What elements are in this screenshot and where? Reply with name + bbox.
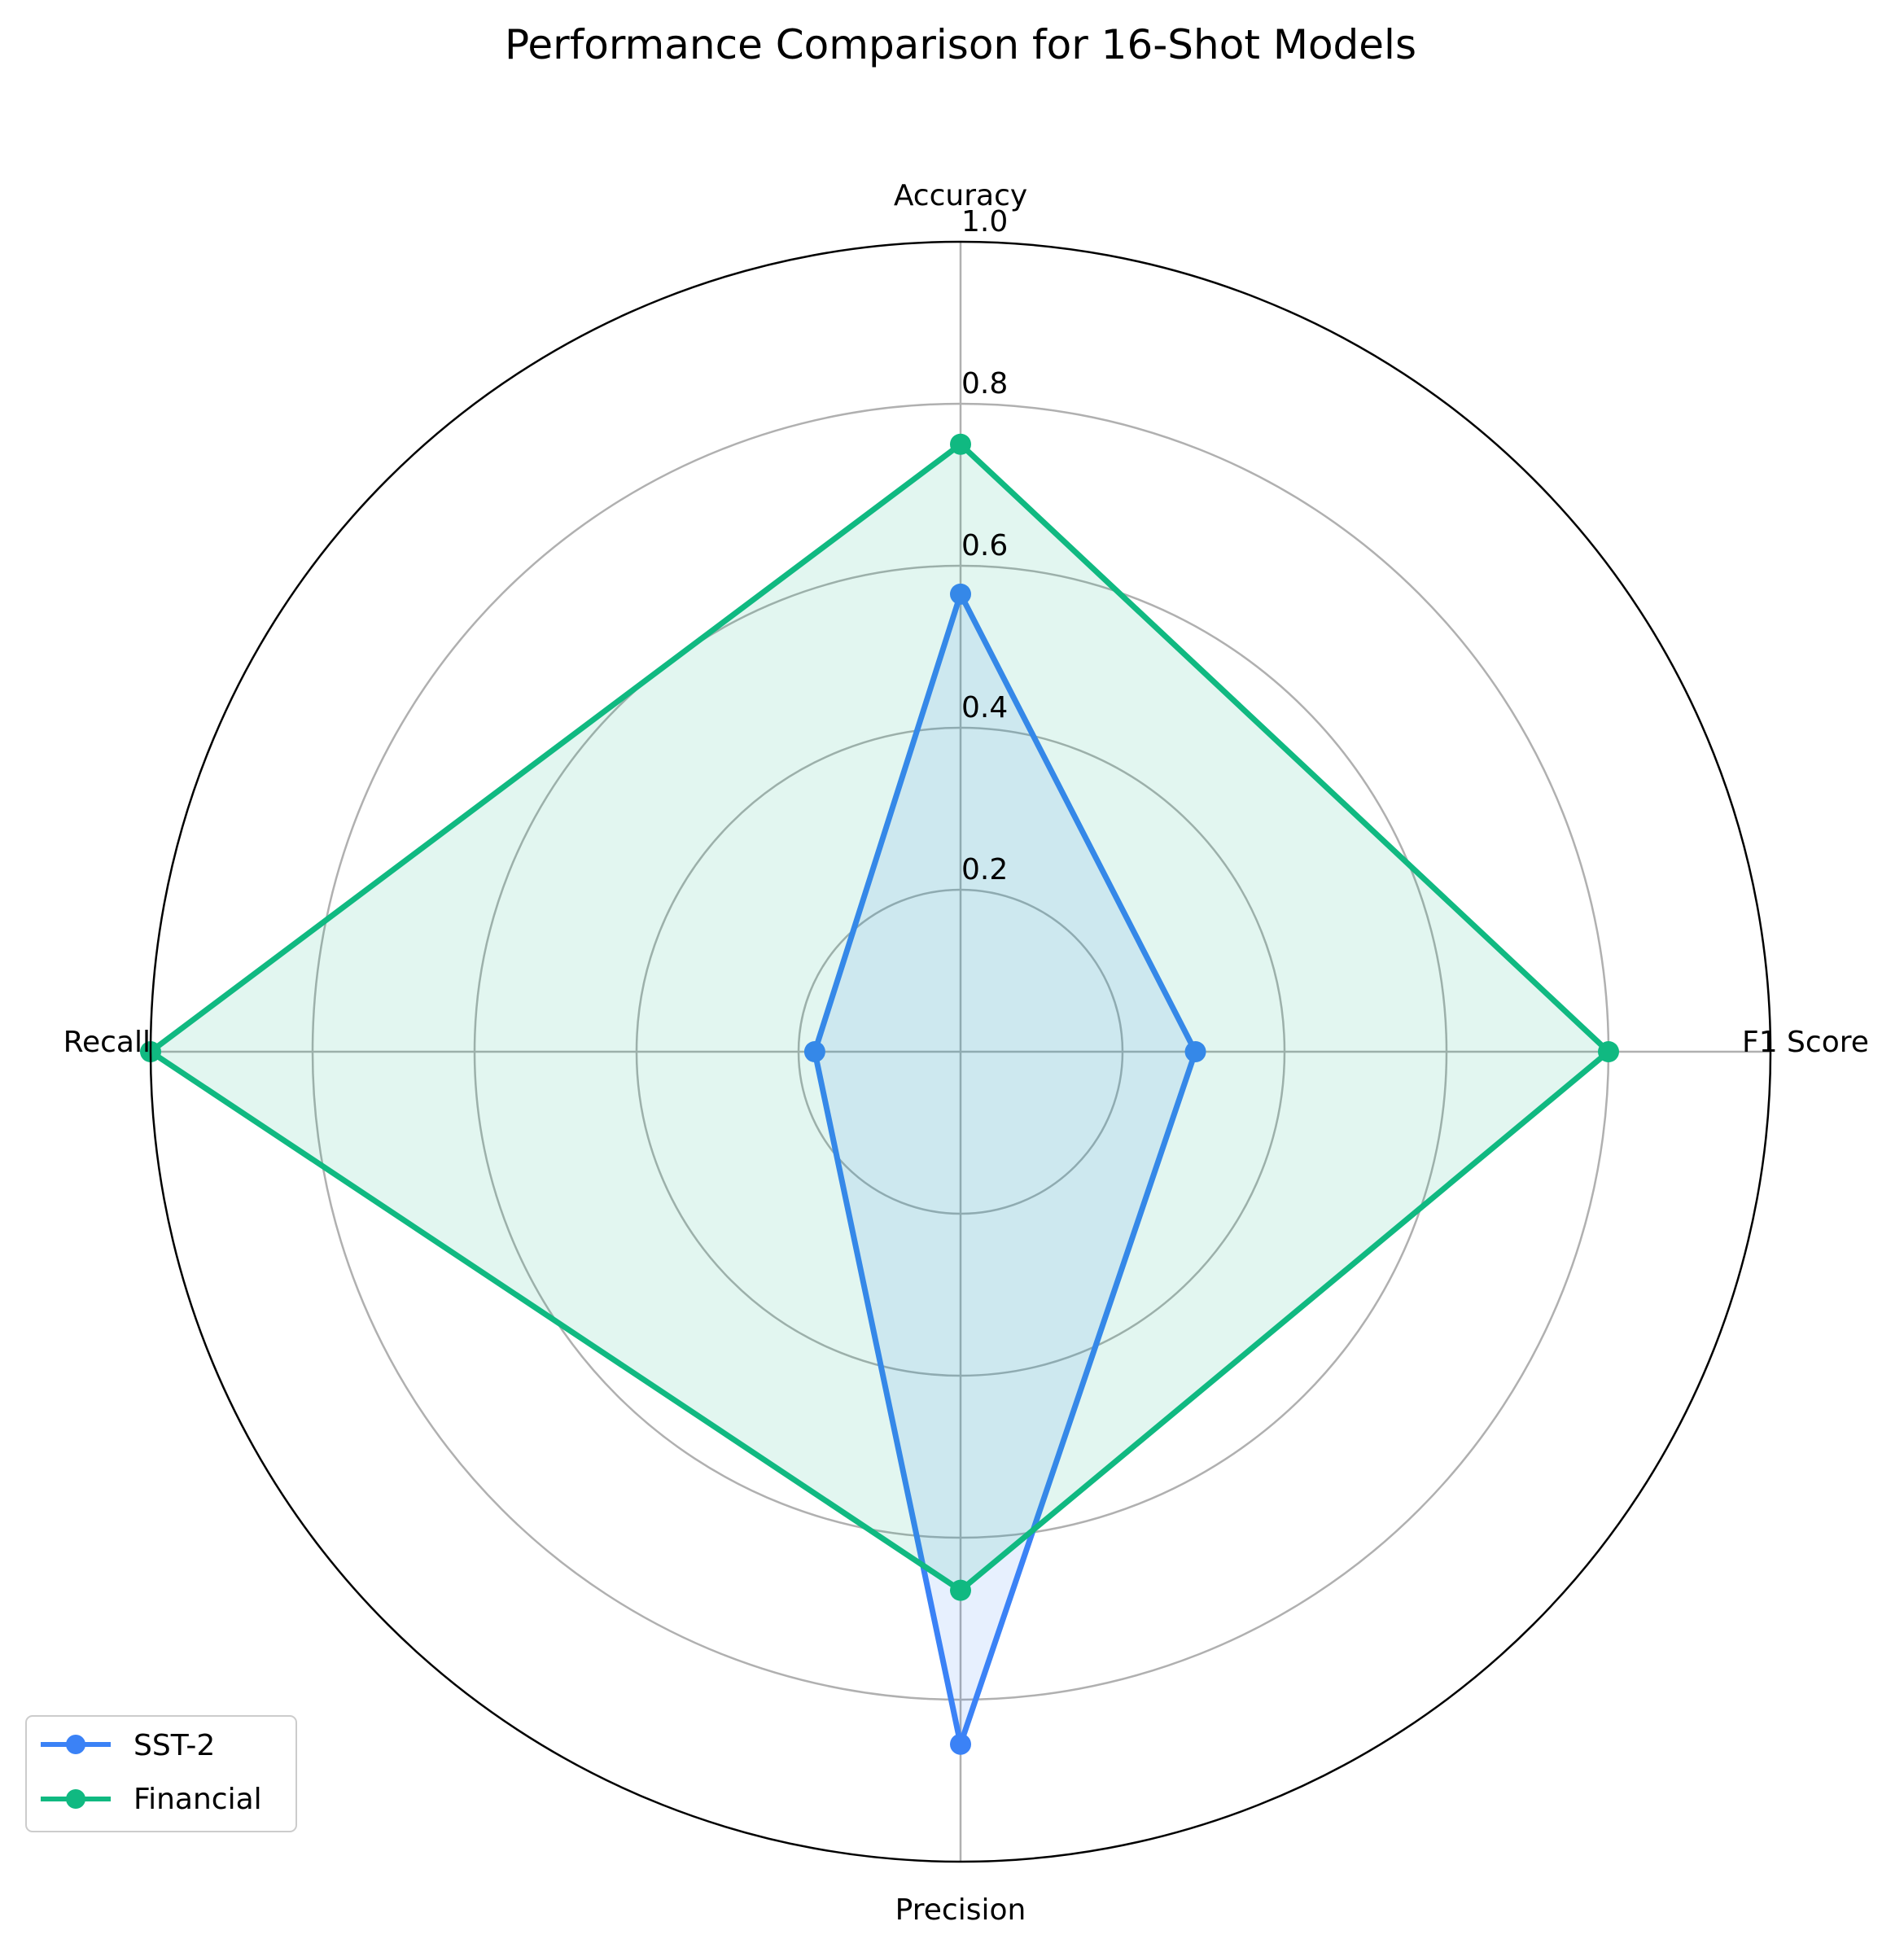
polar-frame <box>149 240 1772 1863</box>
r-tick-label: 1.0 <box>961 205 1008 239</box>
r-tick-label: 0.4 <box>961 691 1008 724</box>
r-tick-label: 0.6 <box>961 529 1008 562</box>
data-point-sst-2-recall <box>803 1041 825 1062</box>
series-layer <box>140 433 1619 1755</box>
r-tick-label: 0.8 <box>961 367 1008 400</box>
data-point-sst-2-f1-score <box>1184 1041 1206 1062</box>
legend: SST-2 Financial <box>25 1715 297 1832</box>
outer-ring <box>149 240 1772 1863</box>
legend-label-financial: Financial <box>133 1783 262 1816</box>
axis-label-f1-score: F1 Score <box>1742 1026 1869 1059</box>
series-area-sst-2 <box>814 593 1196 1744</box>
axis-label-accuracy: Accuracy <box>894 179 1027 212</box>
chart-title: Performance Comparison for 16-Shot Model… <box>505 21 1416 68</box>
legend-marker-financial <box>66 1789 85 1809</box>
data-point-sst-2-precision <box>950 1733 971 1755</box>
data-point-financial-f1-score <box>1598 1041 1619 1062</box>
legend-marker-sst-2 <box>66 1735 85 1754</box>
series-area-financial <box>151 444 1609 1591</box>
legend-label-sst-2: SST-2 <box>133 1729 215 1762</box>
axis-label-recall: Recall <box>63 1026 151 1059</box>
data-point-financial-precision <box>950 1579 971 1601</box>
axis-label-precision: Precision <box>895 1893 1026 1927</box>
data-point-sst-2-accuracy <box>950 583 971 605</box>
r-tick-label: 0.2 <box>961 853 1008 886</box>
data-point-financial-accuracy <box>950 433 971 455</box>
